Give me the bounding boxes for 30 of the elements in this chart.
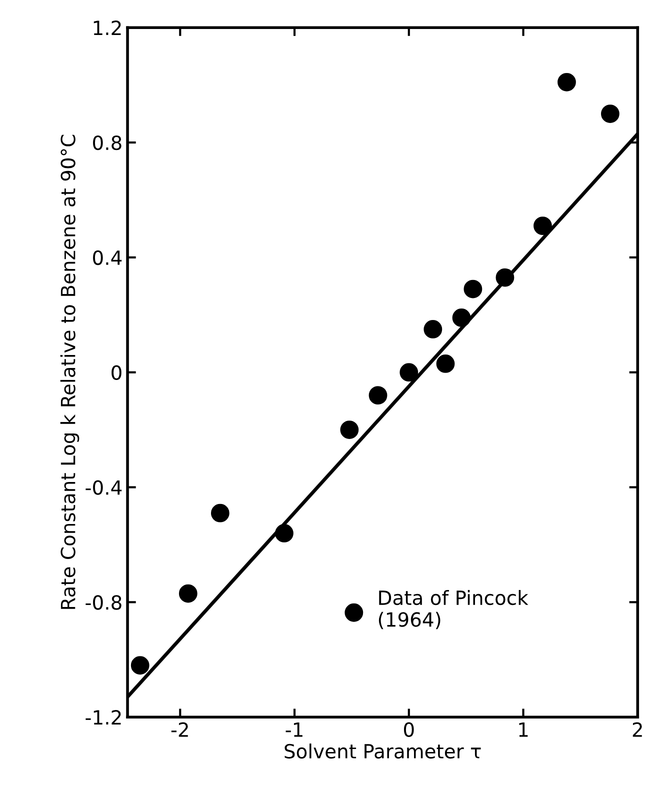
x-tick-label: -2 — [171, 722, 188, 737]
point — [436, 354, 455, 373]
point — [534, 216, 552, 236]
point — [464, 280, 482, 298]
x-tick-label: 1 — [519, 722, 528, 737]
point — [130, 656, 150, 675]
y-axis-title: Rate Constant Log k Relative to Benzene at 90°C — [60, 134, 80, 609]
y-tick-label: -0.4 — [86, 480, 122, 495]
legend-label: Data of Pincock (1964) — [378, 590, 528, 630]
y-tick-label: 0.8 — [93, 135, 122, 150]
point — [452, 308, 471, 327]
x-axis-title: Solvent Parameter τ — [284, 744, 481, 759]
point — [340, 420, 359, 439]
point — [496, 268, 514, 287]
point — [275, 524, 294, 542]
point — [400, 363, 418, 382]
y-tick-label: 0.4 — [93, 250, 122, 266]
point — [178, 584, 198, 603]
point — [424, 320, 442, 338]
point — [601, 104, 620, 123]
point — [210, 504, 230, 522]
y-tick-label: -1.2 — [86, 710, 121, 724]
point — [558, 72, 576, 92]
y-tick-label: -0.8 — [86, 595, 122, 610]
x-tick-label: 0 — [404, 722, 414, 737]
point — [368, 386, 388, 405]
y-tick-label: 1.2 — [94, 20, 121, 35]
x-tick-label: -1 — [286, 722, 302, 737]
x-tick-label: 2 — [632, 722, 642, 737]
y-tick-label: 0 — [112, 365, 122, 380]
